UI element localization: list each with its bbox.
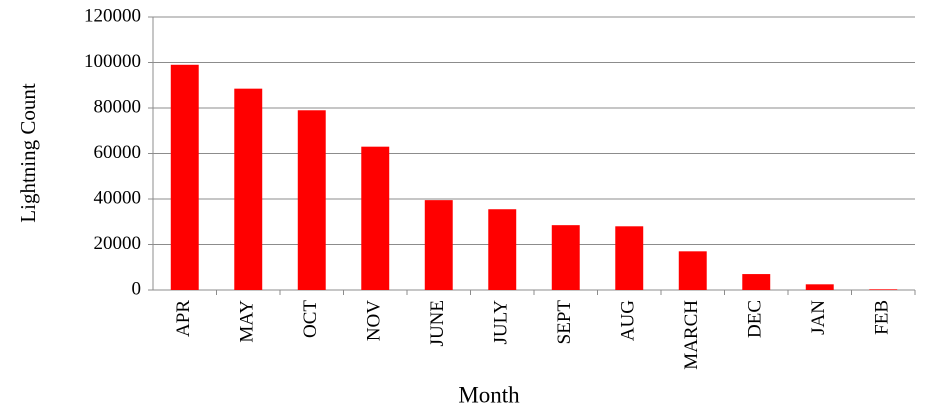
bar — [170, 64, 199, 291]
bar — [361, 146, 390, 290]
y-tick-label: 20000 — [94, 233, 142, 254]
x-tick-label: FEB — [872, 300, 893, 335]
x-tick-label: MAY — [237, 300, 258, 343]
x-tick-label: JULY — [491, 300, 512, 345]
bar — [742, 274, 771, 290]
y-axis-title: Lightning Count — [16, 83, 40, 223]
x-tick-label: JAN — [808, 300, 829, 335]
x-tick-label: JUNE — [427, 300, 448, 346]
bar — [805, 284, 834, 290]
y-tick-label: 0 — [132, 278, 142, 299]
x-tick-label: NOV — [364, 300, 385, 341]
x-tick-label: APR — [173, 300, 194, 337]
y-tick-label: 80000 — [94, 96, 142, 117]
y-tick-label: 40000 — [94, 187, 142, 208]
y-tick-label: 100000 — [84, 51, 141, 72]
bar — [615, 226, 644, 290]
bar — [869, 289, 898, 290]
x-tick-label: AUG — [618, 300, 639, 341]
x-axis-title: Month — [458, 382, 520, 407]
y-tick-label: 60000 — [94, 142, 142, 163]
bar — [234, 88, 263, 290]
x-tick-label: OCT — [300, 300, 321, 338]
bar — [297, 110, 326, 291]
x-tick-label: DEC — [745, 300, 766, 338]
bar — [424, 200, 453, 290]
x-tick-label: SEPT — [554, 300, 575, 345]
y-tick-label: 120000 — [84, 5, 141, 26]
x-tick-label: MARCH — [681, 300, 702, 370]
bar — [678, 251, 707, 290]
bar — [488, 209, 517, 290]
bar — [551, 225, 580, 290]
